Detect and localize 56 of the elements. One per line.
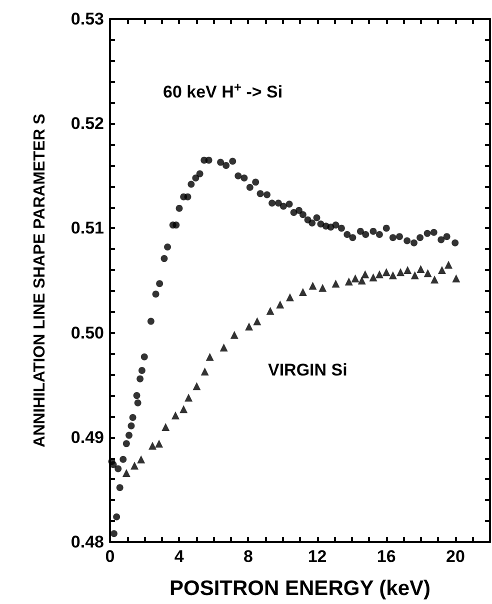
point	[298, 288, 307, 296]
point	[184, 394, 193, 402]
point	[344, 278, 353, 286]
point	[438, 266, 446, 274]
point	[369, 273, 378, 282]
x-tick-label: 4	[174, 547, 184, 566]
y-tick-label: 0.52	[70, 114, 104, 134]
point	[410, 271, 419, 280]
point	[171, 411, 180, 420]
point	[332, 280, 340, 288]
x-tick-label: 8	[243, 547, 253, 566]
point	[318, 284, 327, 292]
point	[122, 468, 130, 477]
point	[137, 455, 146, 464]
annotation: VIRGIN Si	[268, 360, 348, 380]
point	[230, 330, 238, 339]
point	[200, 368, 209, 376]
point	[180, 405, 188, 414]
x-tick-label: 12	[308, 547, 327, 566]
point	[253, 317, 262, 326]
x-axis-title: POSITRON ENERGY (keV)	[169, 577, 431, 600]
point	[245, 322, 254, 331]
point	[276, 300, 284, 309]
point	[430, 275, 439, 284]
x-tick-label: 20	[446, 547, 465, 566]
point	[416, 264, 425, 273]
point	[148, 442, 156, 450]
y-tick-label: 0.53	[70, 10, 104, 28]
y-tick-label: 0.51	[70, 218, 104, 238]
point	[130, 462, 139, 470]
x-tick-label: 0	[105, 547, 115, 566]
point	[361, 270, 370, 278]
point	[396, 268, 405, 276]
point	[452, 274, 460, 282]
point	[155, 440, 164, 448]
y-tick-label: 0.48	[70, 532, 104, 552]
point	[382, 268, 390, 276]
point	[162, 422, 170, 431]
point	[375, 270, 384, 278]
point	[444, 260, 453, 269]
point	[424, 269, 432, 278]
y-tick-label: 0.49	[70, 428, 104, 447]
point	[192, 382, 201, 390]
x-tick-label: 16	[376, 547, 396, 566]
point	[220, 343, 228, 352]
point	[286, 293, 294, 302]
point	[358, 276, 366, 284]
point	[206, 352, 214, 361]
point	[308, 282, 317, 290]
annotation: 60 keV H+ -> Si	[163, 80, 283, 102]
point	[266, 306, 274, 315]
point	[404, 266, 412, 274]
y-axis-title: ANNIHILATION LINE SHAPE PARAMETER S	[32, 113, 48, 448]
point	[388, 271, 397, 280]
y-tick-label: 0.50	[70, 323, 104, 342]
point	[351, 274, 360, 282]
